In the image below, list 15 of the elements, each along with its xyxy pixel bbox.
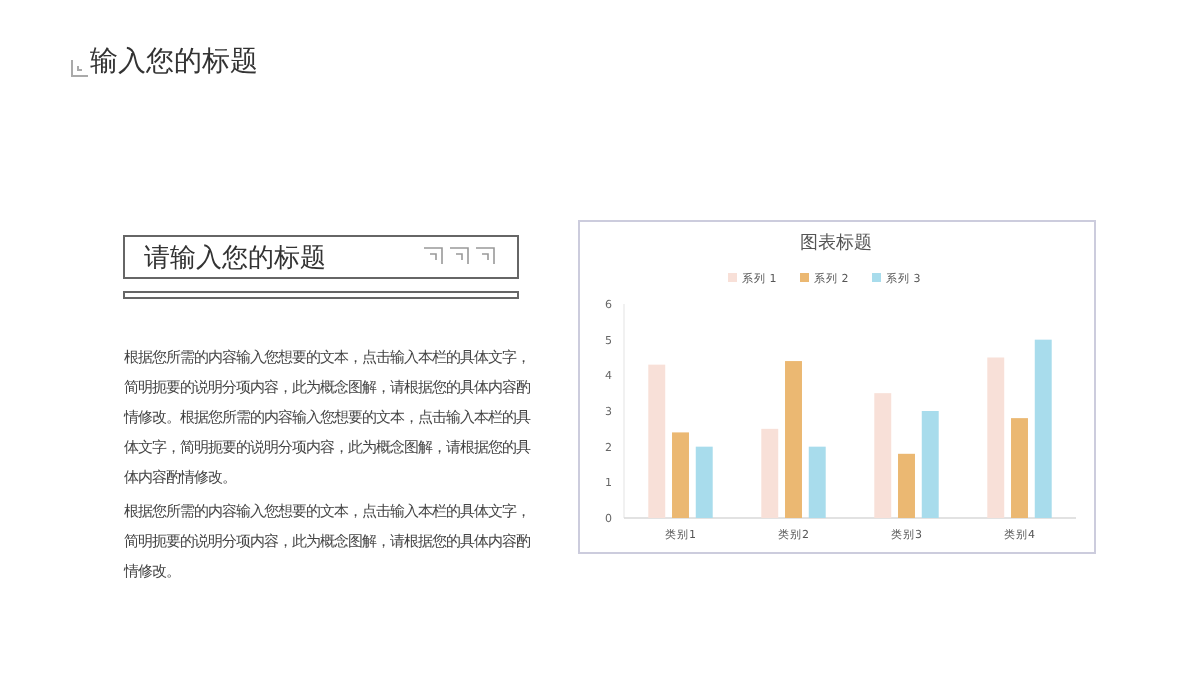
bar — [761, 428, 779, 518]
bar — [1011, 418, 1028, 518]
bar — [808, 446, 826, 518]
bar — [874, 393, 892, 518]
bar — [898, 453, 915, 518]
text: 输入您的标题 — [90, 44, 258, 80]
bar — [1034, 339, 1052, 518]
bar — [921, 411, 939, 518]
bar — [672, 432, 689, 518]
bar — [695, 446, 713, 518]
bar — [785, 361, 802, 518]
chart-title: 图表标题 — [800, 232, 872, 254]
bar — [648, 364, 666, 518]
bar — [987, 357, 1005, 518]
text: 请输入您的标题 — [144, 242, 326, 276]
